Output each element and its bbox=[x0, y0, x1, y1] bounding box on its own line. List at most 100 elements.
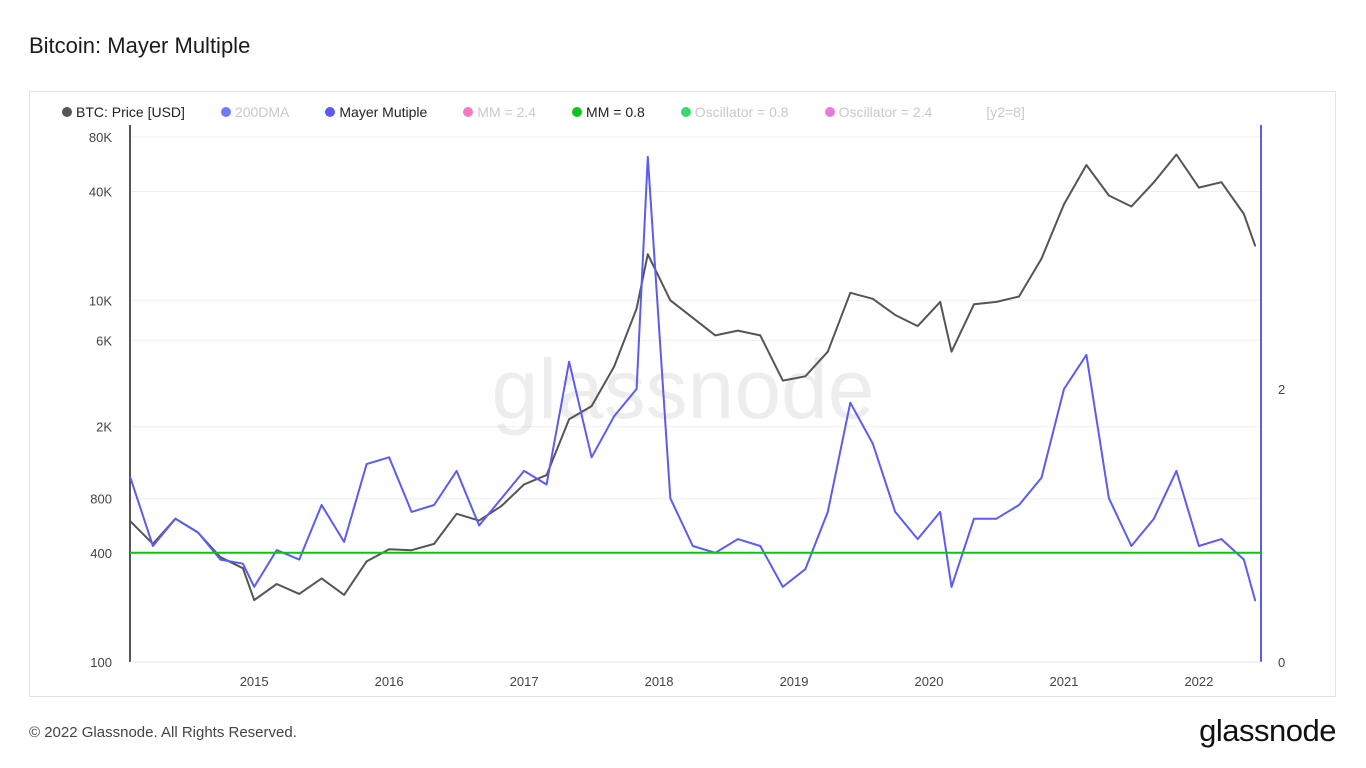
y-left-tick-label: 6K bbox=[96, 333, 112, 348]
legend-dot-icon bbox=[62, 107, 72, 117]
mayer-point bbox=[995, 517, 998, 520]
mayer-point bbox=[174, 517, 177, 520]
price-point bbox=[455, 512, 458, 515]
mayer-point bbox=[916, 538, 919, 540]
price-point bbox=[523, 483, 525, 486]
legend-dot-icon bbox=[463, 107, 474, 117]
watermark-text: glassnode bbox=[492, 342, 875, 436]
mayer-point bbox=[365, 463, 368, 465]
y-left-tick-label: 40K bbox=[89, 184, 112, 199]
price-point bbox=[759, 334, 762, 337]
mayer-point bbox=[1018, 504, 1020, 506]
mayer-point bbox=[804, 568, 807, 570]
price-point bbox=[781, 379, 784, 382]
mayer-point bbox=[1243, 558, 1245, 561]
legend-item[interactable]: MM = 0.8 bbox=[572, 104, 645, 120]
price-point bbox=[1198, 186, 1200, 189]
mayer-point bbox=[568, 360, 570, 363]
x-tick-label: 2019 bbox=[780, 674, 809, 689]
mayer-point bbox=[343, 541, 345, 543]
price-point bbox=[669, 299, 672, 302]
legend: BTC: Price [USD] 200DMA Mayer Mutiple MM = … bbox=[62, 102, 1025, 122]
x-tick-label: 2022 bbox=[1184, 674, 1213, 689]
legend-item[interactable]: Oscillator = 0.8 bbox=[680, 104, 789, 120]
price-point bbox=[545, 474, 548, 476]
mayer-point bbox=[500, 497, 503, 500]
price-point bbox=[242, 567, 244, 570]
mayer-point bbox=[275, 549, 278, 551]
price-point bbox=[714, 334, 717, 337]
y-left-tick-label: 10K bbox=[89, 293, 112, 308]
legend-label: 200DMA bbox=[234, 104, 290, 120]
legend-item[interactable]: 200DMA bbox=[220, 104, 290, 120]
price-point bbox=[343, 594, 345, 596]
price-point bbox=[973, 303, 975, 306]
price-point bbox=[1153, 181, 1155, 183]
price-point bbox=[275, 583, 278, 585]
mayer-point bbox=[826, 511, 829, 513]
mayer-point bbox=[242, 562, 244, 565]
y-left-tick-label: 800 bbox=[90, 492, 112, 507]
mayer-point bbox=[1085, 354, 1088, 356]
mayer-point bbox=[939, 511, 942, 513]
y-right-tick-label: 0 bbox=[1278, 655, 1285, 670]
x-tick-label: 2016 bbox=[375, 674, 404, 689]
legend-dot-icon bbox=[680, 107, 691, 117]
x-tick-label: 2021 bbox=[1049, 674, 1078, 689]
price-point bbox=[388, 548, 390, 551]
mayer-point bbox=[759, 545, 762, 547]
price-point bbox=[568, 418, 570, 421]
chart-frame bbox=[29, 91, 1336, 697]
legend-item[interactable]: BTC: Price [USD] bbox=[62, 104, 185, 120]
price-point bbox=[1220, 181, 1223, 183]
price-point bbox=[129, 520, 132, 523]
price-point bbox=[365, 560, 368, 563]
legend-label: Oscillator = 0.8 bbox=[694, 104, 789, 120]
price-point bbox=[939, 301, 942, 303]
price-point bbox=[410, 549, 413, 552]
legend-item[interactable]: Mayer Mutiple bbox=[325, 104, 427, 120]
price-point bbox=[298, 593, 300, 595]
price-point bbox=[692, 317, 694, 319]
price-point bbox=[320, 577, 323, 580]
y-left-tick-label: 80K bbox=[89, 130, 112, 145]
price-point bbox=[1254, 245, 1256, 247]
mayer-point bbox=[692, 545, 694, 547]
y-right-tick-label: 2 bbox=[1278, 382, 1285, 397]
price-point bbox=[826, 350, 829, 353]
mayer-point bbox=[219, 558, 222, 561]
price-point bbox=[647, 253, 649, 255]
mayer-point bbox=[298, 558, 300, 561]
price-point bbox=[219, 556, 222, 558]
mayer-point bbox=[1063, 388, 1065, 390]
price-point bbox=[1063, 203, 1065, 206]
price-point bbox=[950, 350, 953, 353]
mayer-point bbox=[388, 456, 390, 459]
price-point bbox=[590, 405, 593, 407]
price-point bbox=[1175, 153, 1178, 156]
mayer-point bbox=[871, 442, 874, 445]
mayer-point bbox=[1130, 545, 1133, 547]
mayer-point bbox=[1175, 470, 1178, 472]
x-tick-label: 2015 bbox=[240, 674, 269, 689]
price-point bbox=[804, 375, 807, 378]
mayer-point bbox=[1108, 497, 1110, 500]
mayer-point bbox=[894, 511, 897, 513]
mayer-point bbox=[635, 388, 638, 390]
glassnode-logo[interactable]: glassnode bbox=[1199, 713, 1336, 748]
price-point bbox=[736, 329, 739, 332]
price-point bbox=[916, 325, 919, 327]
legend-dot-icon bbox=[824, 107, 835, 117]
mayer-point bbox=[613, 415, 615, 418]
mayer-point bbox=[849, 401, 852, 404]
legend-item[interactable]: Oscillator = 2.4 bbox=[824, 104, 932, 120]
legend-dot-icon bbox=[572, 107, 583, 117]
legend-axis-scale-note: [y2=8] bbox=[986, 104, 1025, 120]
mayer-point bbox=[973, 517, 975, 520]
mayer-point bbox=[433, 504, 435, 506]
mayer-point bbox=[590, 456, 593, 459]
legend-item[interactable]: MM = 2.4 bbox=[463, 104, 536, 120]
price-point bbox=[849, 292, 852, 294]
mayer-point bbox=[455, 470, 458, 472]
